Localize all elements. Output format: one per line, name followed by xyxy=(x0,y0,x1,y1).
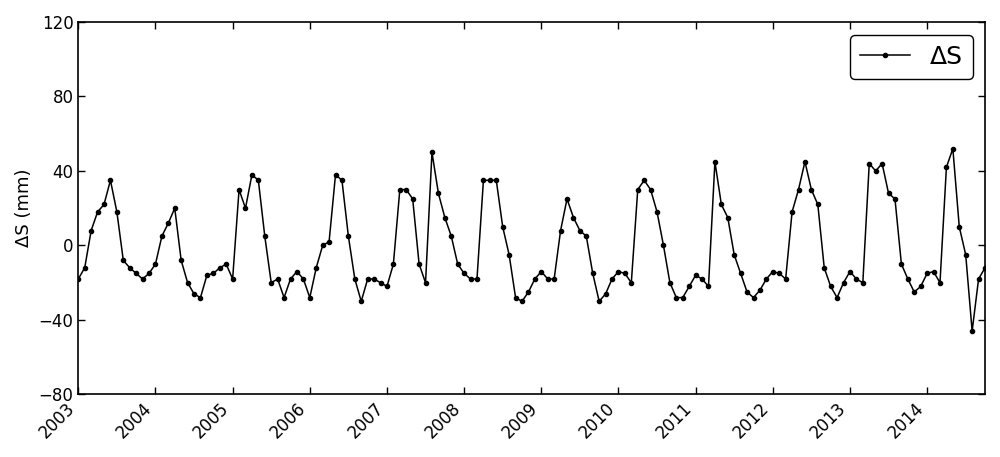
ΔS xyxy=(587,271,599,276)
ΔS xyxy=(375,280,387,286)
Line: ΔS: ΔS xyxy=(76,147,1000,333)
Y-axis label: ΔS (mm): ΔS (mm) xyxy=(15,169,33,248)
ΔS xyxy=(799,159,811,165)
ΔS xyxy=(947,146,959,151)
ΔS xyxy=(812,202,824,207)
ΔS xyxy=(966,329,978,334)
ΔS xyxy=(72,276,84,282)
ΔS xyxy=(722,215,734,220)
Legend: ΔS: ΔS xyxy=(850,34,972,79)
ΔS xyxy=(323,239,335,244)
